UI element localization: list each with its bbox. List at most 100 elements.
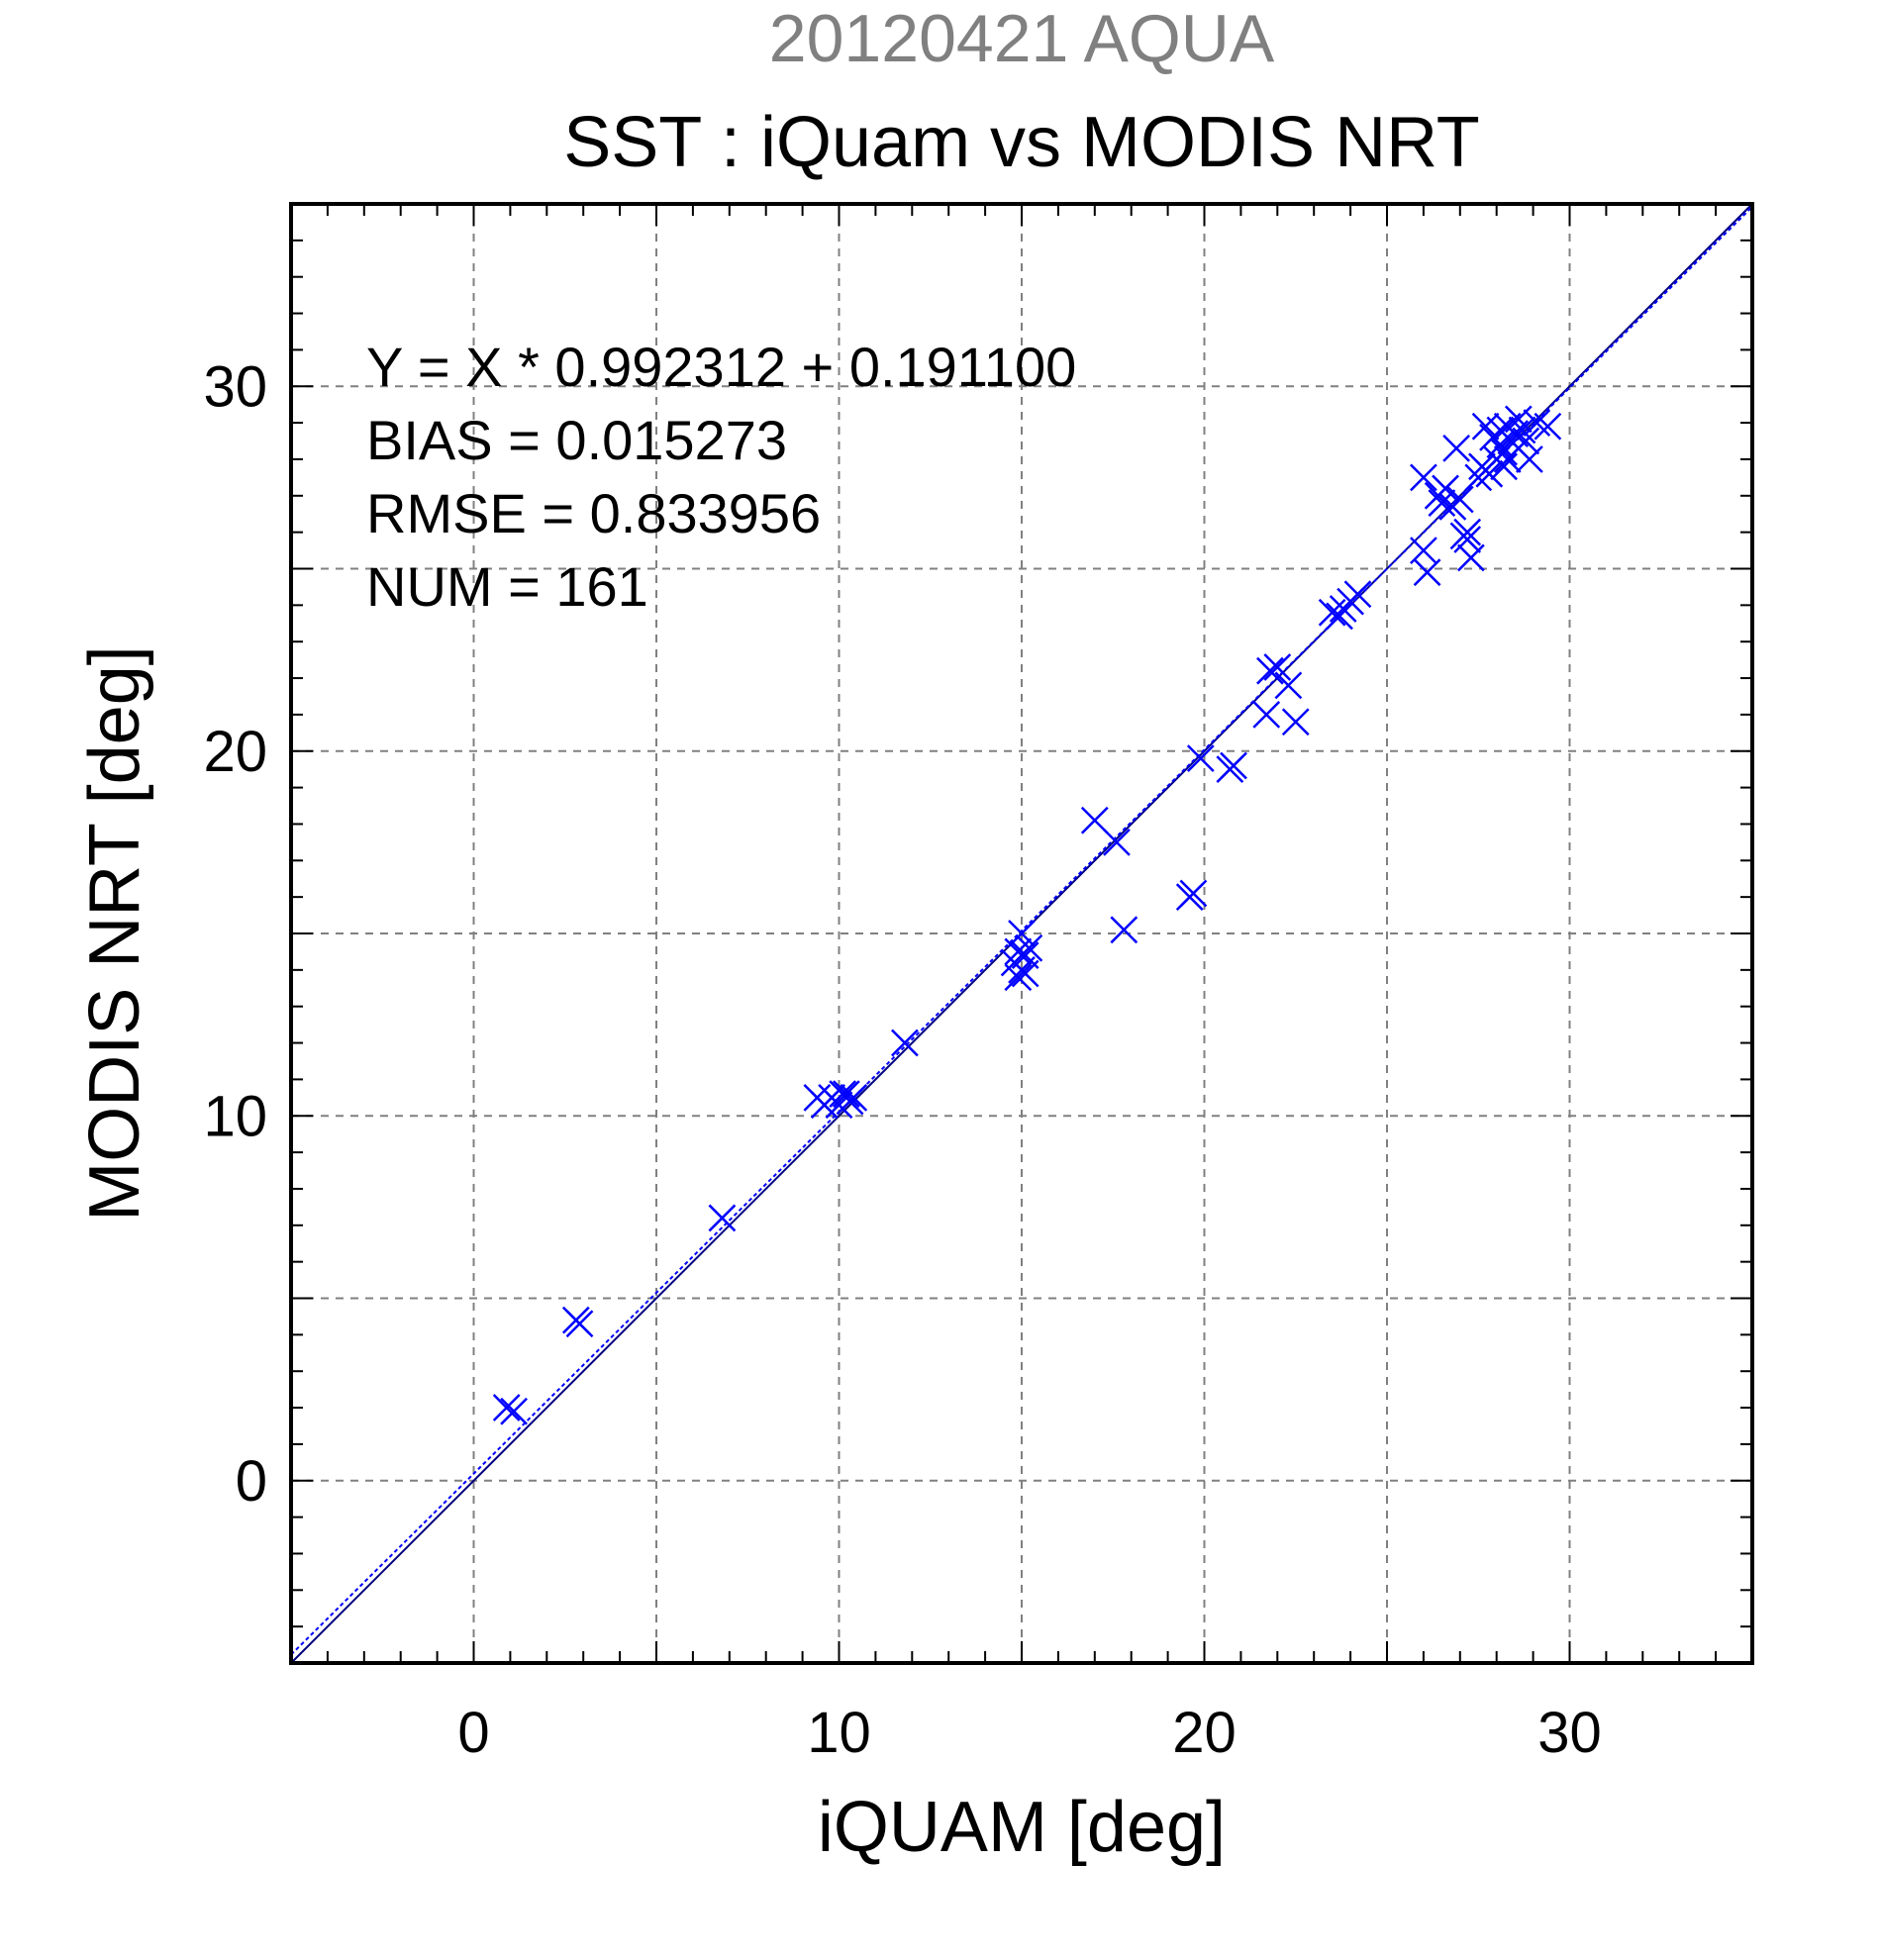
data-point (1103, 828, 1131, 856)
data-point-stroke (492, 1394, 521, 1421)
data-point-stroke (1523, 409, 1551, 437)
data-point (1413, 558, 1441, 587)
data-point (1179, 879, 1208, 908)
data-point-stroke (1326, 602, 1353, 631)
data-point (840, 1083, 868, 1112)
data-point (1256, 656, 1284, 685)
data-point-stroke (1004, 937, 1033, 966)
data-point (1011, 959, 1040, 988)
data-point-stroke (1015, 933, 1043, 962)
data-point-stroke (1103, 828, 1131, 856)
data-point-stroke (1186, 744, 1215, 773)
x-tick-label: 20 (1172, 1701, 1237, 1765)
data-point-stroke (1508, 416, 1536, 444)
data-point-stroke (832, 1080, 860, 1109)
x-axis-label: iQUAM [deg] (818, 1788, 1226, 1867)
data-point-stroke (708, 1204, 737, 1232)
data-point-stroke (1179, 879, 1208, 908)
data-point (1004, 963, 1033, 992)
data-point (1442, 435, 1470, 462)
data-point-stroke (1410, 463, 1437, 492)
data-point (1453, 526, 1482, 553)
data-point-stroke (1456, 543, 1485, 572)
data-point (500, 1397, 528, 1425)
data-point-stroke (1011, 959, 1040, 988)
data-point-stroke (1442, 435, 1470, 462)
data-point-stroke (1080, 806, 1109, 834)
stats-rmse: RMSE = 0.833956 (366, 482, 821, 544)
data-point (1432, 474, 1459, 503)
data-point-stroke (1432, 474, 1459, 503)
y-tick-label: 20 (203, 720, 267, 784)
data-point (1281, 708, 1310, 736)
y-tick-label: 30 (203, 354, 267, 419)
data-point-stroke (565, 1310, 594, 1338)
data-point (1490, 452, 1518, 481)
plot-frame (289, 202, 1754, 1665)
data-point-stroke (1343, 580, 1372, 609)
x-tick-label: 30 (1537, 1701, 1602, 1765)
data-point-stroke (1471, 412, 1500, 441)
data-point-stroke (1453, 526, 1482, 553)
data-point (1263, 653, 1292, 681)
data-point (1534, 412, 1562, 441)
data-point-stroke (500, 1397, 528, 1425)
data-point-stroke (1008, 920, 1036, 947)
data-point (1318, 598, 1346, 627)
y-axis-label: MODIS NRT [deg] (75, 645, 154, 1222)
chart-title: SST : iQuam vs MODIS NRT (563, 103, 1480, 182)
data-point (1504, 405, 1533, 434)
data-point-stroke (1263, 653, 1292, 681)
stats-num: NUM = 161 (366, 555, 648, 618)
data-point (492, 1394, 521, 1421)
grid-lines (291, 204, 1752, 1663)
data-point-stroke (1252, 701, 1281, 729)
data-point (1523, 409, 1551, 437)
data-point (832, 1080, 860, 1109)
y-tick-label: 0 (236, 1449, 267, 1514)
data-point (1186, 744, 1215, 773)
data-point (1004, 937, 1033, 966)
data-point-stroke (1512, 427, 1540, 455)
chart-supertitle: 20120421 AQUA (769, 1, 1275, 76)
data-point-stroke (1445, 485, 1474, 514)
data-point (1080, 806, 1109, 834)
data-point (1453, 518, 1482, 546)
data-point-stroke (891, 1029, 919, 1057)
data-point (565, 1310, 594, 1338)
data-point-stroke (1490, 452, 1518, 481)
tick-labels: 0 10 20 30 0 10 20 30 (203, 354, 1601, 1765)
data-point (1274, 671, 1303, 700)
data-point (891, 1029, 919, 1057)
data-point (1456, 543, 1485, 572)
data-point (1008, 920, 1036, 947)
data-point (1445, 485, 1474, 514)
data-point-stroke (1475, 459, 1504, 488)
data-point (1343, 580, 1372, 609)
data-point (708, 1204, 737, 1232)
x-tick-label: 10 (807, 1701, 871, 1765)
stats-regression: Y = X * 0.992312 + 0.191100 (366, 336, 1076, 398)
data-point (1220, 751, 1247, 780)
data-point-stroke (1453, 518, 1482, 546)
data-point-stroke (1256, 656, 1284, 685)
stats-bias: BIAS = 0.015273 (366, 409, 787, 471)
data-points (492, 405, 1562, 1425)
data-point (1252, 701, 1281, 729)
data-point-stroke (1504, 405, 1533, 434)
data-point-stroke (1413, 558, 1441, 587)
data-point-stroke (1220, 751, 1247, 780)
data-point-stroke (1534, 412, 1562, 441)
data-point (1110, 916, 1138, 944)
data-point-stroke (1274, 671, 1303, 700)
data-point-stroke (1110, 916, 1138, 944)
stats-box: Y = X * 0.992312 + 0.191100 BIAS = 0.015… (366, 336, 1076, 618)
data-point (1410, 463, 1437, 492)
data-point (1015, 933, 1043, 962)
x-tick-label: 0 (457, 1701, 489, 1765)
data-point-stroke (1004, 963, 1033, 992)
y-tick-label: 10 (203, 1084, 267, 1148)
data-point (1508, 416, 1536, 444)
data-point-stroke (840, 1083, 868, 1112)
